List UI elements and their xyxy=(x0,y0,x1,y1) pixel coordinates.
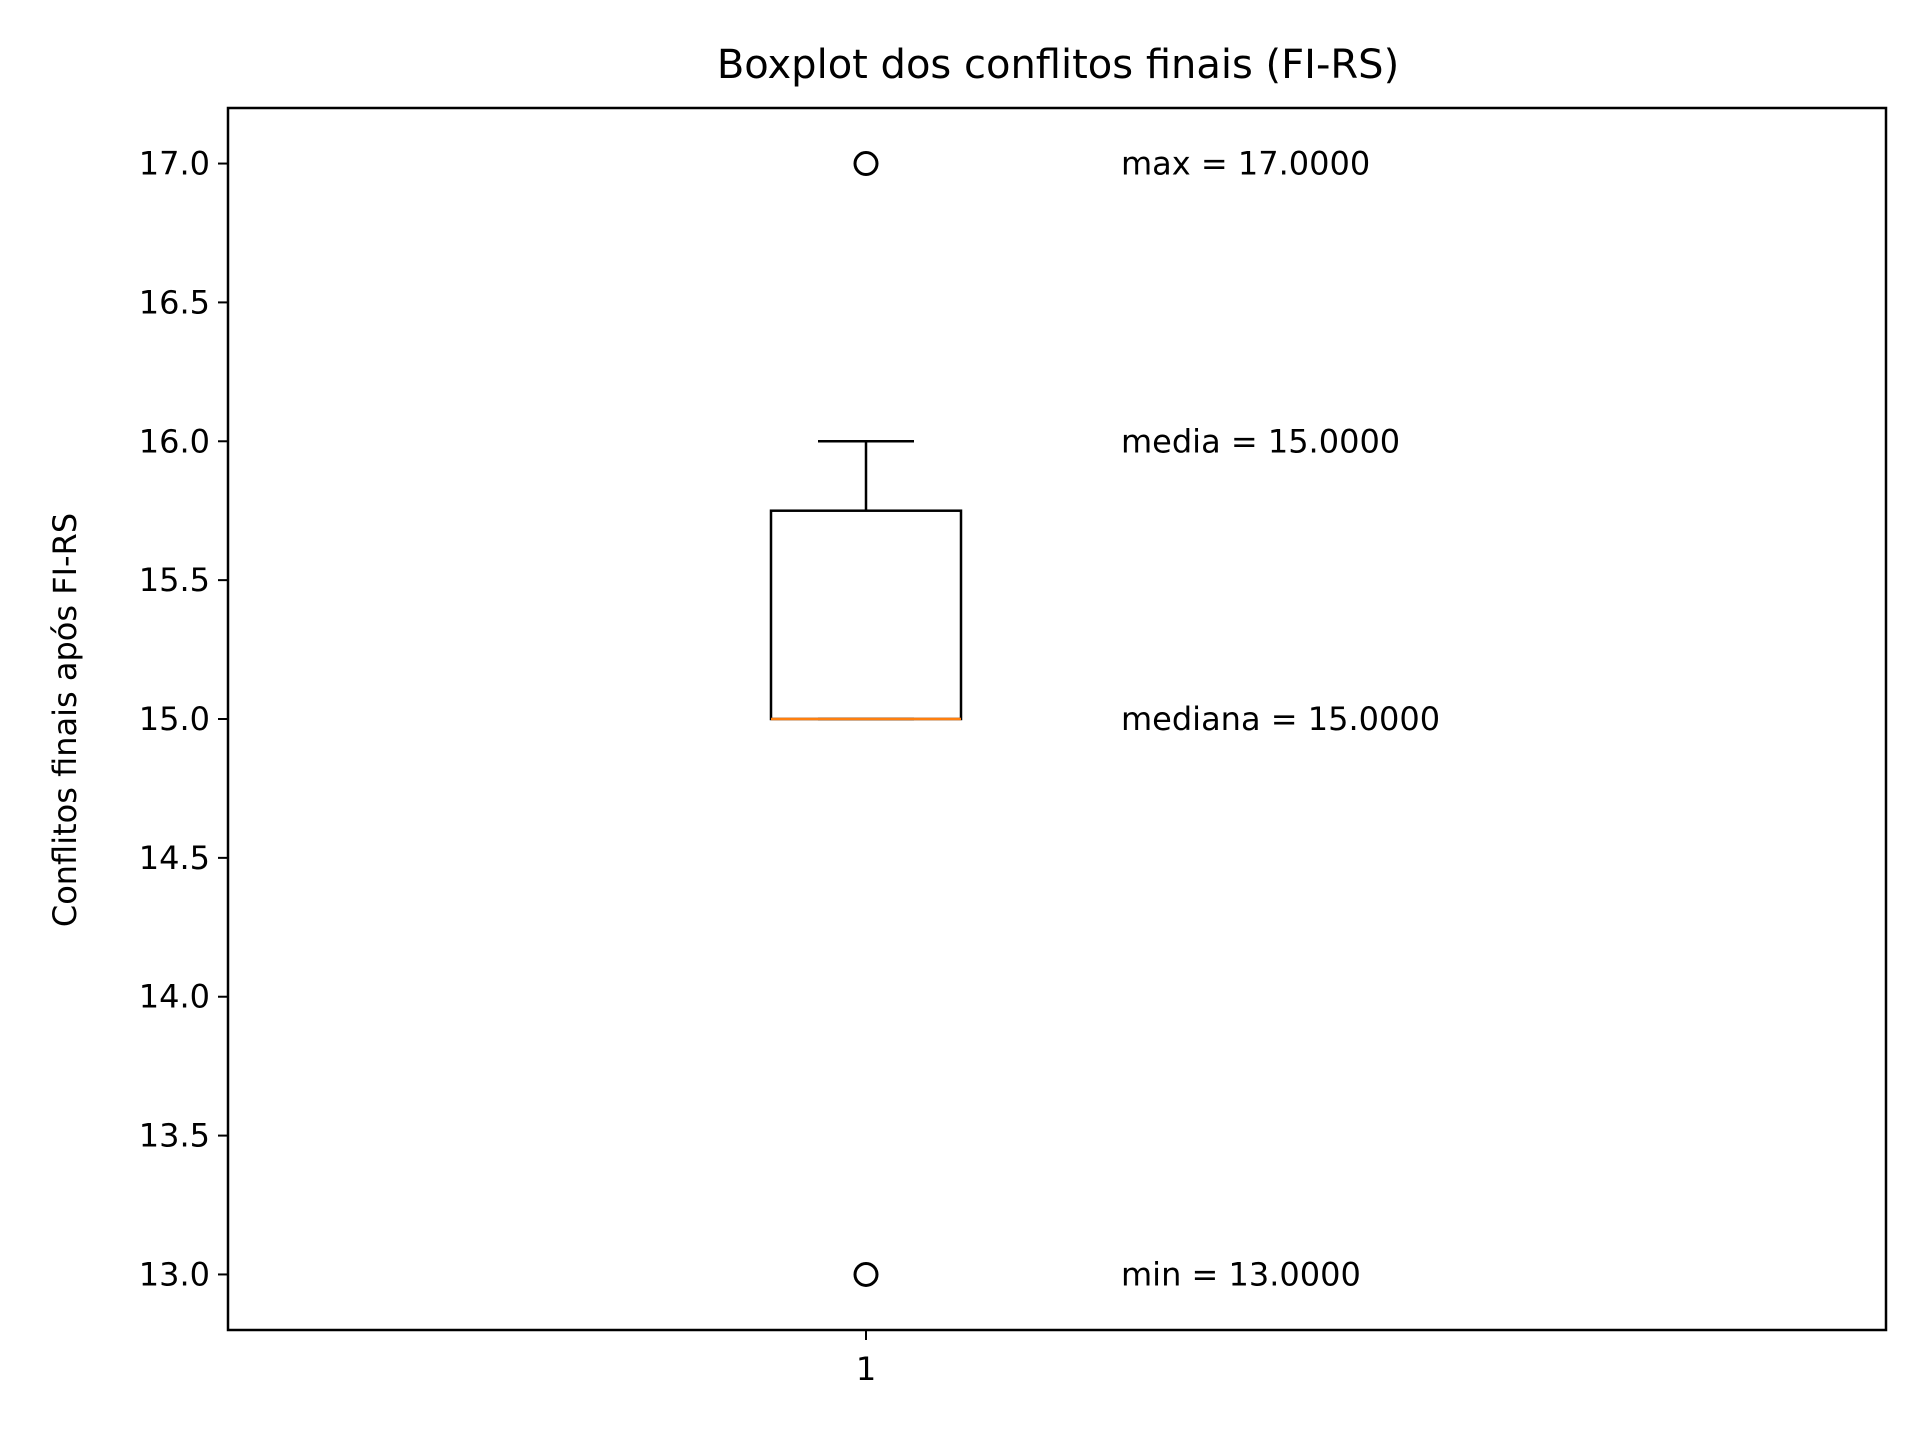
y-tick-label: 13.5 xyxy=(139,1117,210,1155)
annotations: max = 17.0000 media = 15.0000 mediana = 15… xyxy=(1121,145,1440,1294)
y-tick-label: 14.0 xyxy=(139,978,210,1016)
y-tick-label: 14.5 xyxy=(139,839,210,877)
outlier-point xyxy=(853,151,879,177)
annotation-label: media = 15.0000 xyxy=(1121,422,1400,460)
y-tick-label: 13.0 xyxy=(139,1255,210,1293)
y-axis-label: Conflitos finais após FI-RS xyxy=(46,513,84,927)
y-tick-label: 15.0 xyxy=(139,700,210,738)
y-tick-label: 16.0 xyxy=(139,422,210,460)
annotation-label: min = 13.0000 xyxy=(1121,1255,1361,1293)
y-tick-label: 15.5 xyxy=(139,561,210,599)
axes: 13.0 13.5 14.0 14.5 15.0 15.5 16.0 16.5 17.0 1 xyxy=(139,106,1888,1388)
outlier-point xyxy=(853,1261,879,1287)
plot-frame xyxy=(226,106,1888,1332)
box-group xyxy=(769,151,963,1287)
x-tick-label: 1 xyxy=(856,1350,876,1388)
y-tick-label: 16.5 xyxy=(139,283,210,321)
annotation-label: mediana = 15.0000 xyxy=(1121,700,1440,738)
y-tick-label: 17.0 xyxy=(139,145,210,183)
annotation-label: max = 17.0000 xyxy=(1121,145,1370,183)
chart-title: Boxplot dos conflitos finais (FI-RS) xyxy=(717,42,1399,88)
box-iqr xyxy=(769,509,963,721)
